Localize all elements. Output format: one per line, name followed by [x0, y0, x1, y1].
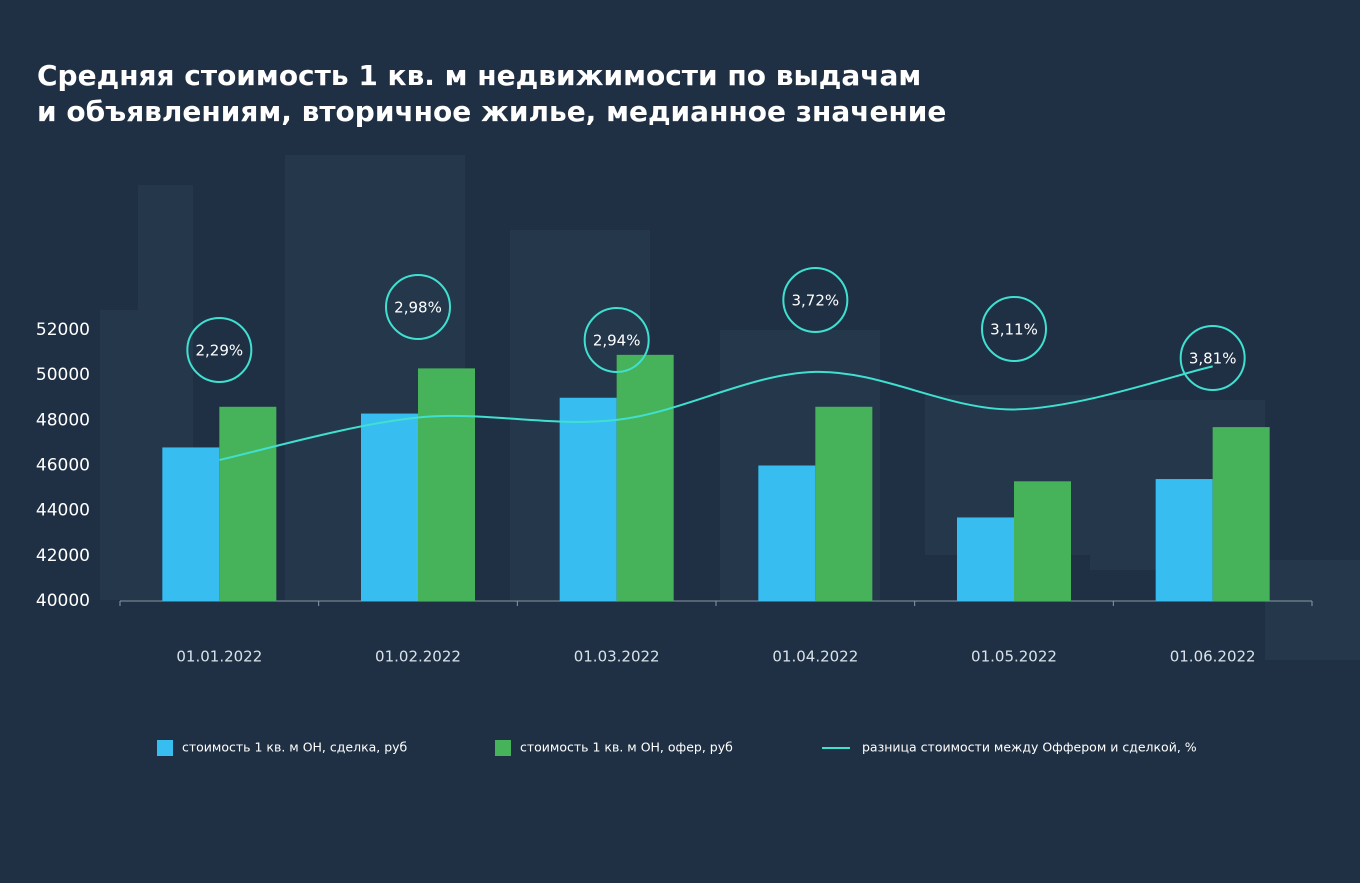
x-tick-label: 01.04.2022: [772, 648, 858, 666]
data-label: 2,98%: [394, 299, 442, 317]
bar: [418, 368, 475, 601]
bar: [616, 354, 674, 601]
label-circle: [1179, 325, 1246, 391]
label-circle: [583, 307, 650, 373]
legend-label: разница стоимости между Оффером и сделко…: [862, 740, 1197, 755]
bar: [559, 397, 617, 601]
data-label: 2,94%: [593, 332, 641, 350]
chart-title: и объявлениям, вторичное жилье, медианно…: [37, 95, 946, 128]
data-label: 3,11%: [990, 321, 1038, 339]
legend-label: стоимость 1 кв. м ОН, офер, руб: [520, 740, 733, 755]
label-circle: [981, 296, 1047, 362]
bar: [1212, 427, 1270, 601]
y-tick-label: 50000: [36, 365, 90, 385]
y-tick-label: 46000: [36, 456, 90, 476]
chart-title: Средняя стоимость 1 кв. м недвижимости п…: [37, 59, 921, 92]
data-label: 2,29%: [196, 342, 244, 360]
x-tick-label: 01.05.2022: [971, 648, 1057, 666]
bar: [361, 413, 418, 601]
legend-label: стоимость 1 кв. м ОН, сделка, руб: [182, 740, 408, 755]
bar: [1155, 479, 1213, 601]
legend-swatch: [495, 740, 511, 756]
y-tick-label: 48000: [36, 410, 90, 430]
bar: [162, 447, 220, 601]
bar: [1014, 481, 1071, 601]
legend-swatch: [157, 740, 173, 756]
y-tick-label: 44000: [36, 501, 90, 521]
bar: [815, 406, 873, 601]
x-tick-label: 01.06.2022: [1170, 648, 1256, 666]
y-tick-label: 42000: [36, 546, 90, 566]
data-label: 3,81%: [1189, 350, 1237, 368]
line: [219, 365, 1213, 461]
bar: [957, 517, 1014, 601]
y-tick-label: 40000: [36, 591, 90, 611]
label-circle: [385, 274, 451, 340]
label-circle: [782, 267, 849, 333]
y-tick-label: 52000: [36, 320, 90, 340]
bar: [219, 406, 277, 601]
label-circle: [186, 317, 253, 383]
x-tick-label: 01.02.2022: [375, 648, 461, 666]
bar: [758, 465, 816, 601]
data-label: 3,72%: [792, 292, 840, 310]
x-tick-label: 01.03.2022: [574, 648, 660, 666]
x-tick-label: 01.01.2022: [176, 648, 262, 666]
